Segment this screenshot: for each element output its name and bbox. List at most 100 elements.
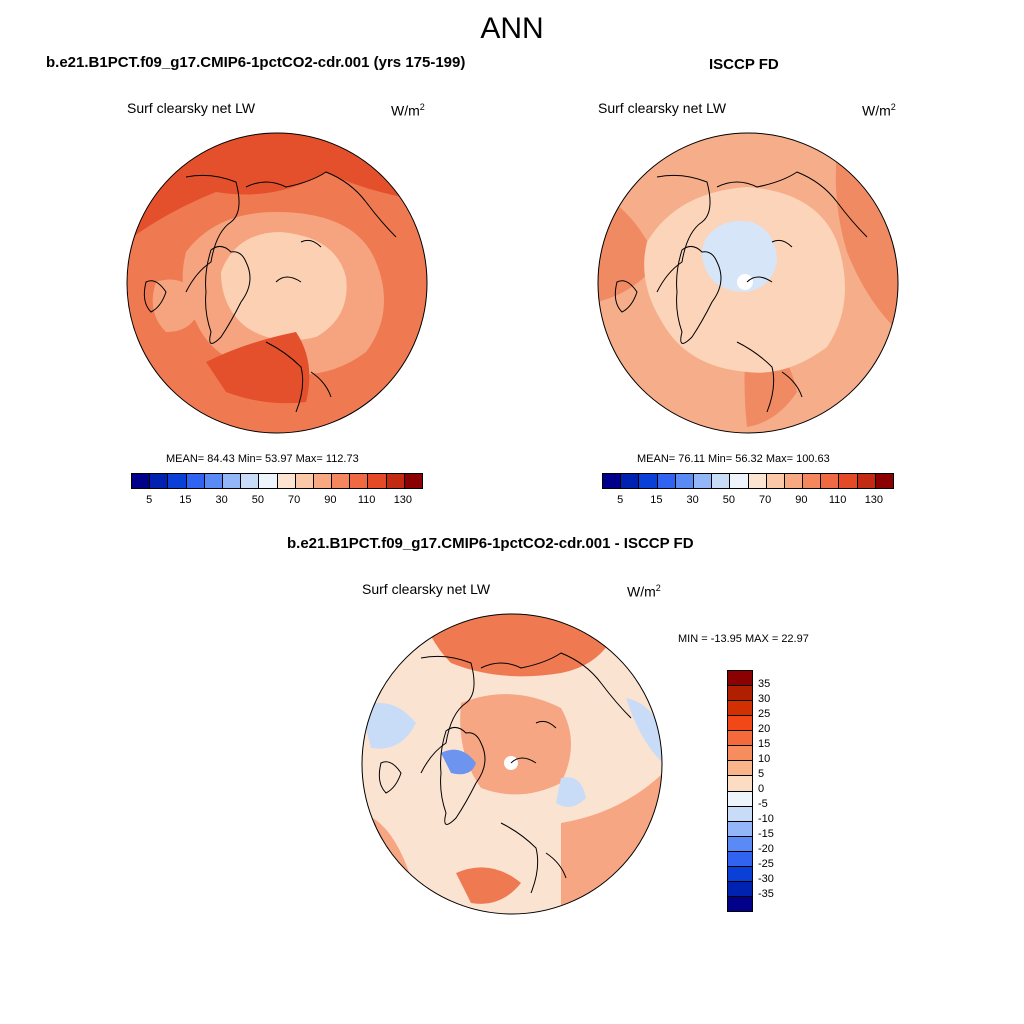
panel-2-colorbar-ticks: 5 15 30 50 70 90 110 130 bbox=[602, 494, 892, 508]
colorbar-tick-label: 30 bbox=[215, 494, 228, 506]
colorbar-tick-label: 70 bbox=[759, 494, 772, 506]
polar-map-diff bbox=[361, 613, 663, 915]
colorbar-swatch bbox=[766, 474, 785, 488]
colorbar-swatch bbox=[839, 474, 858, 488]
colorbar-tick-label: -25 bbox=[758, 858, 774, 870]
panel-3-colorbar bbox=[727, 670, 753, 912]
panel-1-colorbar-ticks: 5 15 30 50 70 90 110 130 bbox=[131, 494, 421, 508]
panel-1-units: W/m2 bbox=[391, 102, 425, 119]
colorbar-tick-label: 0 bbox=[758, 783, 765, 795]
colorbar-tick-label: -20 bbox=[758, 843, 774, 855]
panel-2-colorbar bbox=[602, 473, 894, 489]
coastlines-1 bbox=[143, 171, 397, 413]
colorbar-swatch bbox=[728, 806, 752, 822]
panel-1-stats: MEAN= 84.43 Min= 53.97 Max= 112.73 bbox=[166, 453, 359, 465]
colorbar-swatch bbox=[748, 474, 767, 488]
colorbar-swatch bbox=[386, 474, 405, 488]
colorbar-swatch bbox=[332, 474, 351, 488]
colorbar-tick-label: 15 bbox=[758, 738, 771, 750]
colorbar-tick-label: 130 bbox=[864, 494, 884, 506]
polar-map-model bbox=[126, 132, 428, 434]
colorbar-tick-label: 90 bbox=[795, 494, 808, 506]
colorbar-swatch bbox=[728, 686, 752, 702]
panel-2-map bbox=[597, 132, 899, 434]
panel-2-variable: Surf clearsky net LW bbox=[598, 100, 727, 116]
colorbar-swatch bbox=[712, 474, 731, 488]
main-title: ANN bbox=[480, 12, 544, 45]
colorbar-swatch bbox=[728, 701, 752, 717]
colorbar-tick-label: 10 bbox=[758, 753, 771, 765]
colorbar-swatch bbox=[693, 474, 713, 488]
panel-3-stats: MIN = -13.95 MAX = 22.97 bbox=[678, 633, 809, 645]
colorbar-swatch bbox=[728, 866, 752, 882]
panel-3-colorbar-ticks: 35 30 25 20 15 10 5 0 -5 -10 -15 -20 -25 -30 -35 bbox=[758, 670, 798, 910]
colorbar-swatch bbox=[350, 474, 369, 488]
colorbar-swatch bbox=[132, 474, 151, 488]
colorbar-swatch bbox=[728, 731, 752, 747]
colorbar-swatch bbox=[603, 474, 622, 488]
panel-2-title: ISCCP FD bbox=[709, 56, 779, 73]
colorbar-swatch bbox=[621, 474, 640, 488]
colorbar-swatch bbox=[730, 474, 749, 488]
colorbar-swatch bbox=[204, 474, 223, 488]
colorbar-swatch bbox=[222, 474, 242, 488]
colorbar-swatch bbox=[186, 474, 205, 488]
colorbar-swatch bbox=[728, 881, 752, 897]
colorbar-tick-label: 50 bbox=[251, 494, 264, 506]
colorbar-swatch bbox=[857, 474, 876, 488]
colorbar-swatch bbox=[657, 474, 676, 488]
colorbar-tick-label: 50 bbox=[722, 494, 735, 506]
panel-2-stats: MEAN= 76.11 Min= 56.32 Max= 100.63 bbox=[637, 453, 830, 465]
panel-3-title: b.e21.B1PCT.f09_g17.CMIP6-1pctCO2-cdr.00… bbox=[287, 535, 694, 552]
colorbar-swatch bbox=[313, 474, 333, 488]
colorbar-swatch bbox=[728, 671, 752, 687]
colorbar-swatch bbox=[728, 791, 752, 807]
colorbar-tick-label: 15 bbox=[650, 494, 663, 506]
panel-1-colorbar bbox=[131, 473, 423, 489]
colorbar-tick-label: 35 bbox=[758, 678, 771, 690]
colorbar-swatch bbox=[821, 474, 840, 488]
colorbar-swatch bbox=[728, 761, 752, 777]
colorbar-tick-label: 5 bbox=[146, 494, 153, 506]
coastlines-2 bbox=[614, 171, 868, 413]
colorbar-tick-label: -5 bbox=[758, 798, 768, 810]
colorbar-tick-label: 25 bbox=[758, 708, 771, 720]
colorbar-swatch bbox=[277, 474, 296, 488]
colorbar-swatch bbox=[728, 746, 752, 762]
colorbar-swatch bbox=[728, 836, 752, 852]
colorbar-swatch bbox=[639, 474, 658, 488]
colorbar-tick-label: 130 bbox=[393, 494, 413, 506]
colorbar-swatch bbox=[259, 474, 278, 488]
colorbar-swatch bbox=[368, 474, 387, 488]
panel-1-map bbox=[126, 132, 428, 434]
colorbar-swatch bbox=[295, 474, 314, 488]
panel-1-variable: Surf clearsky net LW bbox=[127, 100, 256, 116]
colorbar-tick-label: 110 bbox=[828, 494, 847, 506]
colorbar-tick-label: -15 bbox=[758, 828, 774, 840]
colorbar-tick-label: 30 bbox=[758, 693, 771, 705]
colorbar-swatch bbox=[150, 474, 169, 488]
colorbar-swatch bbox=[728, 776, 752, 792]
colorbar-swatch bbox=[728, 851, 752, 867]
colorbar-swatch bbox=[168, 474, 187, 488]
colorbar-swatch bbox=[728, 896, 752, 911]
panel-3-map bbox=[361, 613, 663, 915]
colorbar-swatch bbox=[675, 474, 694, 488]
colorbar-tick-label: 15 bbox=[179, 494, 192, 506]
colorbar-tick-label: 30 bbox=[686, 494, 699, 506]
colorbar-tick-label: 110 bbox=[357, 494, 376, 506]
colorbar-swatch bbox=[875, 474, 893, 488]
colorbar-tick-label: 5 bbox=[758, 768, 765, 780]
colorbar-swatch bbox=[728, 821, 752, 837]
colorbar-tick-label: -35 bbox=[758, 888, 774, 900]
panel-3-units: W/m2 bbox=[627, 583, 661, 600]
colorbar-tick-label: 20 bbox=[758, 723, 771, 735]
colorbar-tick-label: 90 bbox=[324, 494, 337, 506]
colorbar-swatch bbox=[728, 716, 752, 732]
polar-map-obs bbox=[597, 132, 899, 434]
panel-2-units: W/m2 bbox=[862, 102, 896, 119]
colorbar-tick-label: 5 bbox=[617, 494, 624, 506]
colorbar-tick-label: -30 bbox=[758, 873, 774, 885]
panel-3-variable: Surf clearsky net LW bbox=[362, 581, 491, 597]
colorbar-swatch bbox=[803, 474, 822, 488]
